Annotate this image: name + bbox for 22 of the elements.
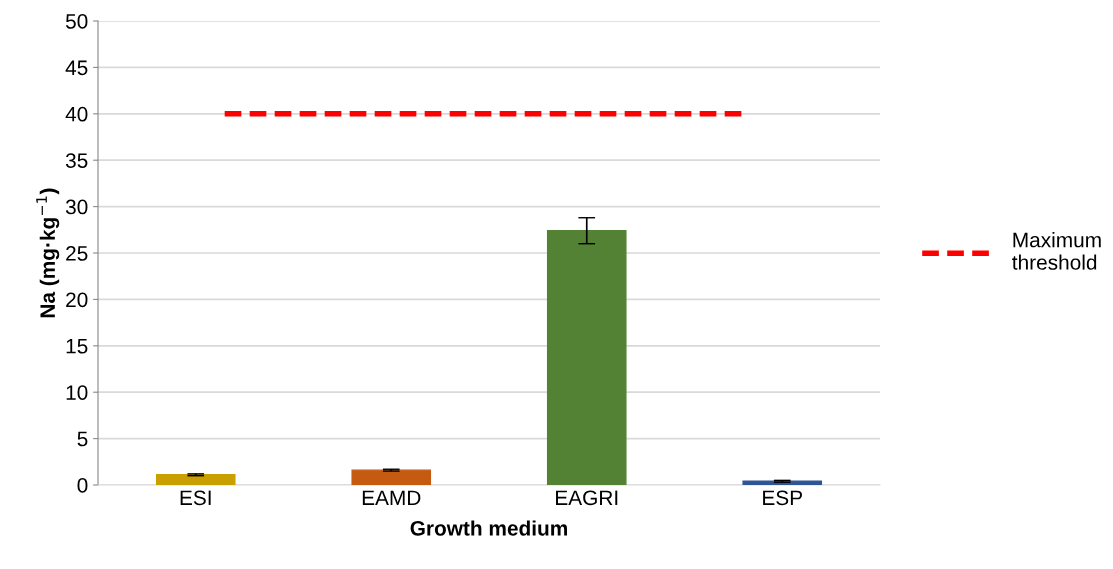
y-tick-label: 5 <box>77 431 88 447</box>
y-tick-label: 0 <box>77 478 88 493</box>
y-axis-title: Na (mg·kg$^{−1}$) <box>36 188 60 318</box>
y-tick-label: 45 <box>65 60 88 76</box>
legend-label: Maximum threshold <box>1012 232 1101 270</box>
y-tick-label: 25 <box>66 246 88 261</box>
x-tick-label: EAMD <box>362 490 421 505</box>
x-tick-label: ESI <box>180 490 211 506</box>
y-tick-label: 10 <box>66 385 88 400</box>
x-tick-label: EAGRI <box>556 490 618 506</box>
bar <box>155 474 236 485</box>
bar <box>351 469 432 485</box>
y-tick-label: 40 <box>65 106 88 122</box>
x-axis-title: Growth medium <box>410 520 567 536</box>
bar <box>546 230 627 485</box>
y-tick-label: 35 <box>65 153 88 168</box>
y-tick-label: 15 <box>66 339 88 354</box>
y-tick-label: 50 <box>65 14 88 29</box>
x-tick-label: ESP <box>763 490 802 506</box>
y-tick-label: 30 <box>65 199 88 215</box>
bar <box>742 480 823 485</box>
y-tick-label: 20 <box>66 292 88 308</box>
